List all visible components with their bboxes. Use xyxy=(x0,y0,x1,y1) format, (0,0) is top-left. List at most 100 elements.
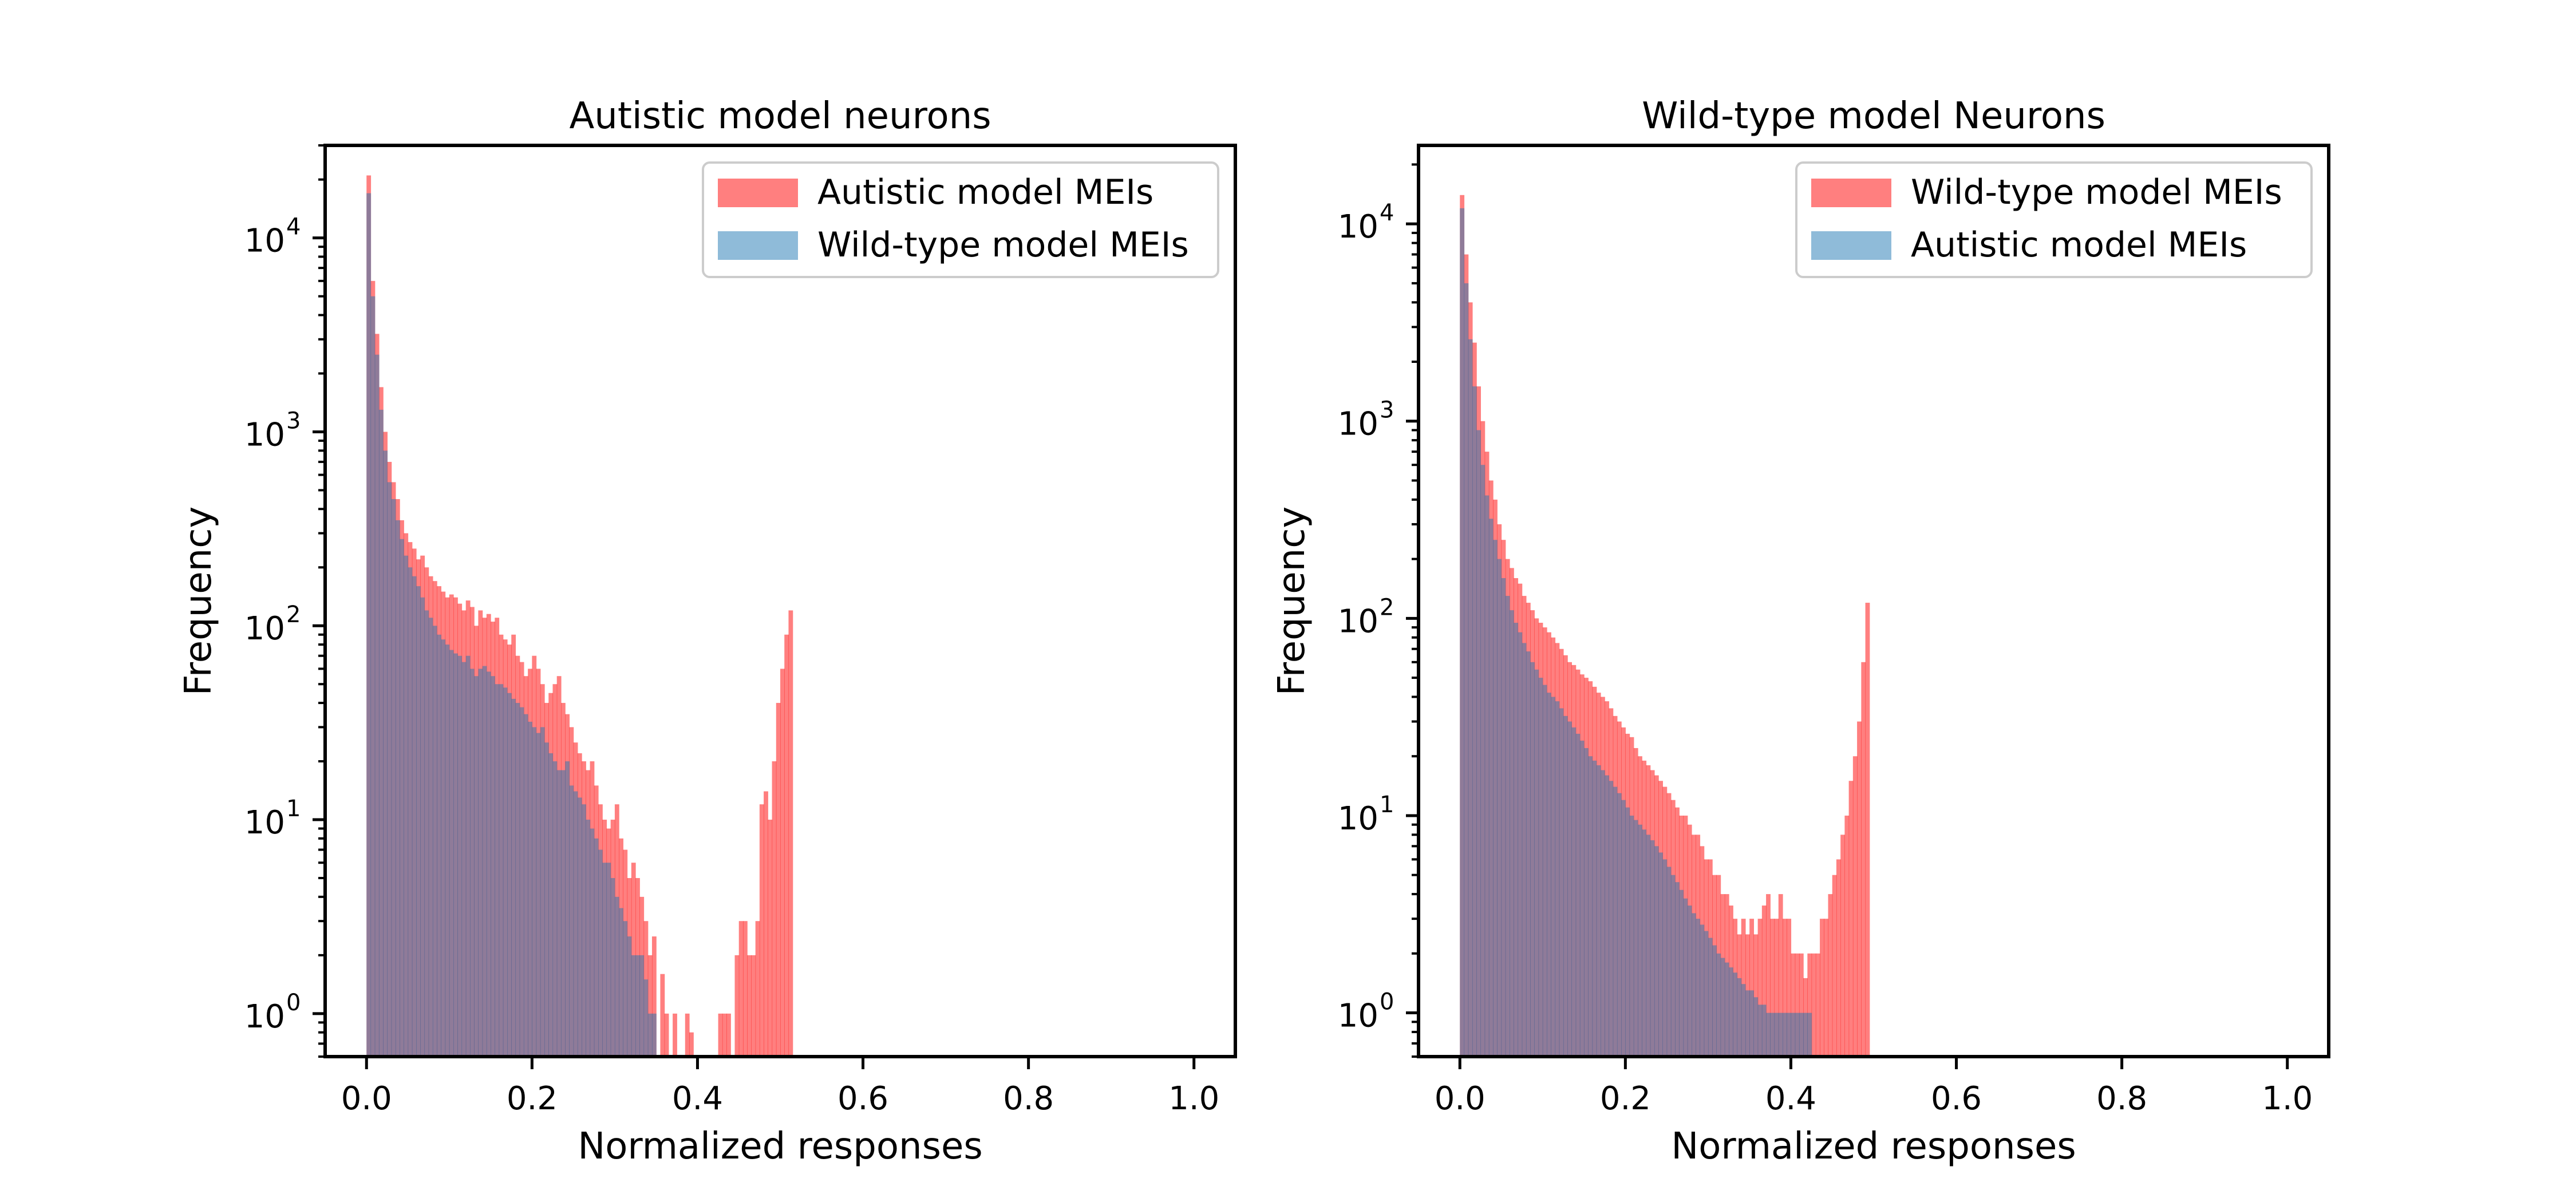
x-tick-label: 0.4 xyxy=(1765,1080,1816,1117)
histogram-bar xyxy=(1642,829,1647,1057)
histogram-bar xyxy=(1534,669,1539,1057)
histogram-bar xyxy=(627,936,632,1057)
histogram-bar xyxy=(586,820,591,1057)
histogram-bar xyxy=(1774,919,1779,1057)
histogram-bar xyxy=(1766,894,1771,1057)
histogram-bar xyxy=(540,727,545,1057)
histogram-bar xyxy=(1542,685,1547,1057)
histogram-bar xyxy=(391,499,396,1057)
y-tick-exponent: 4 xyxy=(1380,200,1394,226)
histogram-bar xyxy=(718,1013,723,1057)
histogram-bar xyxy=(416,586,421,1057)
histogram-bar xyxy=(1609,781,1614,1057)
histogram-bar xyxy=(486,671,491,1057)
histogram-bar xyxy=(1757,1005,1763,1057)
histogram-bar xyxy=(528,721,532,1057)
histogram-bar xyxy=(1493,540,1498,1057)
histogram-bar xyxy=(764,791,768,1057)
legend-box xyxy=(702,161,1219,278)
chart-title: Wild-type model Neurons xyxy=(1642,95,2105,137)
histogram-bar xyxy=(722,1013,727,1057)
histogram-bar xyxy=(1852,756,1858,1057)
histogram-bar xyxy=(1753,997,1759,1057)
histogram-bar xyxy=(598,849,603,1057)
histogram-bar xyxy=(1547,693,1551,1057)
histogram-bar xyxy=(1514,623,1519,1057)
histogram-bar xyxy=(532,727,537,1057)
histogram-bar xyxy=(1563,715,1568,1057)
x-tick-label: 0.2 xyxy=(1600,1080,1651,1117)
histogram-bar xyxy=(1737,978,1742,1057)
histogram-bar xyxy=(1650,840,1655,1057)
legend-swatch xyxy=(1811,231,1891,260)
histogram-bar xyxy=(1687,906,1692,1057)
histogram-bar xyxy=(404,555,409,1057)
histogram-bar xyxy=(1848,781,1854,1057)
histogram-bar xyxy=(449,650,454,1057)
histogram-bar xyxy=(1658,852,1664,1057)
histogram-bar xyxy=(1857,721,1862,1057)
y-tick-label: 10 xyxy=(1338,800,1378,837)
histogram-bar xyxy=(1575,733,1581,1057)
x-tick-label: 0.0 xyxy=(341,1080,392,1117)
histogram-bar xyxy=(1505,596,1510,1057)
x-tick-label: 0.0 xyxy=(1435,1080,1485,1117)
y-tick-label: 10 xyxy=(244,223,285,260)
histogram-bar xyxy=(1778,894,1783,1057)
histogram-bar xyxy=(387,482,392,1057)
y-tick-label: 10 xyxy=(1338,208,1378,246)
y-tick-label: 10 xyxy=(244,998,285,1035)
histogram-bar xyxy=(1530,662,1535,1057)
histogram-bar xyxy=(374,354,380,1057)
histogram-bar xyxy=(1588,756,1593,1057)
histogram-bar xyxy=(1601,770,1605,1057)
histogram-bar xyxy=(772,761,777,1057)
legend-entry: Autistic model MEIs xyxy=(1911,225,2247,265)
histogram-bar xyxy=(780,669,785,1057)
histogram-bar xyxy=(1741,984,1746,1057)
histogram-bar xyxy=(610,878,615,1057)
histogram-bar xyxy=(582,804,586,1057)
legend-entry: Autistic model MEIs xyxy=(817,172,1153,212)
histogram-bar xyxy=(560,770,566,1057)
histogram-bar xyxy=(474,676,479,1057)
histogram-bar xyxy=(383,450,388,1057)
histogram-bar xyxy=(515,703,520,1057)
histogram-bar xyxy=(1708,938,1713,1057)
histogram-bar xyxy=(1783,919,1787,1057)
histogram-bar xyxy=(1799,953,1804,1057)
histogram-bar xyxy=(503,687,508,1057)
histogram-bar xyxy=(544,742,549,1057)
histogram-bar xyxy=(1683,898,1688,1057)
y-tick-exponent: 4 xyxy=(286,214,301,240)
legend-entry: Wild-type model MEIs xyxy=(1911,172,2282,212)
x-tick-label: 0.6 xyxy=(1931,1080,1982,1117)
histogram-bar xyxy=(1757,919,1763,1057)
y-tick-exponent: 3 xyxy=(1380,397,1394,424)
histogram-bar xyxy=(1770,919,1775,1057)
histogram-bar xyxy=(1749,919,1755,1057)
series-2 xyxy=(1460,208,1812,1057)
histogram-bar xyxy=(478,669,483,1057)
histogram-bar xyxy=(1716,953,1721,1057)
legend-swatch xyxy=(718,231,798,260)
histogram-bar xyxy=(1761,1005,1767,1057)
histogram-bar xyxy=(1778,1013,1783,1057)
y-tick-exponent: 1 xyxy=(286,796,301,822)
legend-swatch xyxy=(1811,179,1891,207)
y-axis-label: Frequency xyxy=(177,507,220,696)
histogram-bar xyxy=(1567,721,1573,1057)
histogram-bar xyxy=(631,955,636,1057)
histogram-bar xyxy=(400,539,404,1057)
histogram-bar xyxy=(420,597,425,1057)
histogram-bar xyxy=(639,955,645,1057)
histogram-bar xyxy=(1522,643,1527,1057)
histogram-bar xyxy=(1787,1013,1792,1057)
histogram-bar xyxy=(1820,919,1824,1057)
y-tick-exponent: 2 xyxy=(1380,594,1394,620)
histogram-bar xyxy=(548,753,554,1057)
histogram-bar xyxy=(1633,820,1638,1057)
histogram-bar xyxy=(1761,906,1767,1057)
y-tick-exponent: 0 xyxy=(286,990,301,1016)
